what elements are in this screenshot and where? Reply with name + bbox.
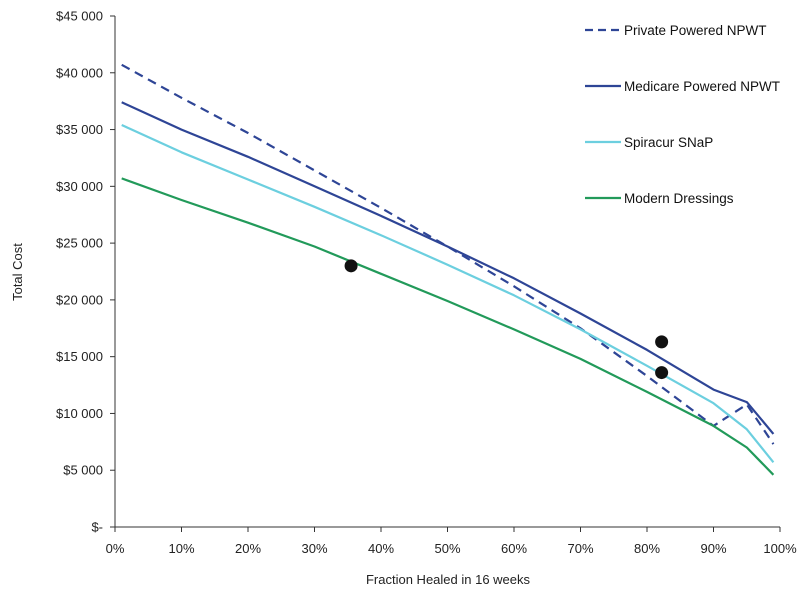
y-tick-label: $40 000: [56, 65, 103, 80]
y-axis: $- $5 000 $10 000 $15 000 $20 000 $25 000 $30 …: [56, 9, 116, 535]
legend-label: Medicare Powered NPWT: [624, 79, 780, 94]
series-line-medicare-powered-npwt: [121, 101, 775, 435]
series-line-modern-dressings: [121, 177, 775, 476]
y-tick-label: $35 000: [56, 122, 103, 137]
x-tick-label: 30%: [301, 541, 327, 556]
legend-label: Spiracur SNaP: [624, 135, 713, 150]
x-tick-label: 90%: [700, 541, 726, 556]
highlight-point: [655, 335, 669, 349]
x-tick-label: 80%: [634, 541, 660, 556]
y-axis-title: Total Cost: [10, 243, 25, 301]
y-tick-label: $-: [91, 520, 103, 535]
highlight-points: [344, 259, 669, 380]
y-tick-label: $45 000: [56, 9, 103, 24]
legend-label: Private Powered NPWT: [624, 23, 767, 38]
x-axis: 0% 10% 20% 30% 40% 50% 60% 70% 80% 90% 100%: [106, 526, 797, 556]
series-line-private-powered-npwt: [121, 63, 775, 445]
x-tick-label: 20%: [235, 541, 261, 556]
legend: Private Powered NPWT Medicare Powered NPW…: [585, 23, 780, 206]
y-tick-label: $15 000: [56, 349, 103, 364]
y-tick-label: $20 000: [56, 292, 103, 307]
series-lines: [121, 63, 775, 476]
x-tick-label: 40%: [368, 541, 394, 556]
y-tick-label: $10 000: [56, 406, 103, 421]
x-axis-title: Fraction Healed in 16 weeks: [366, 572, 531, 587]
y-tick-label: $5 000: [63, 463, 103, 478]
x-tick-label: 100%: [763, 541, 797, 556]
x-tick-label: 0%: [106, 541, 125, 556]
x-tick-label: 60%: [501, 541, 527, 556]
x-tick-label: 10%: [168, 541, 194, 556]
y-tick-label: $25 000: [56, 236, 103, 251]
x-tick-label: 70%: [567, 541, 593, 556]
highlight-point: [344, 259, 358, 273]
legend-label: Modern Dressings: [624, 191, 734, 206]
y-tick-label: $30 000: [56, 179, 103, 194]
highlight-point: [655, 366, 669, 380]
x-tick-label: 50%: [434, 541, 460, 556]
series-line-spiracur-snap: [121, 123, 775, 463]
